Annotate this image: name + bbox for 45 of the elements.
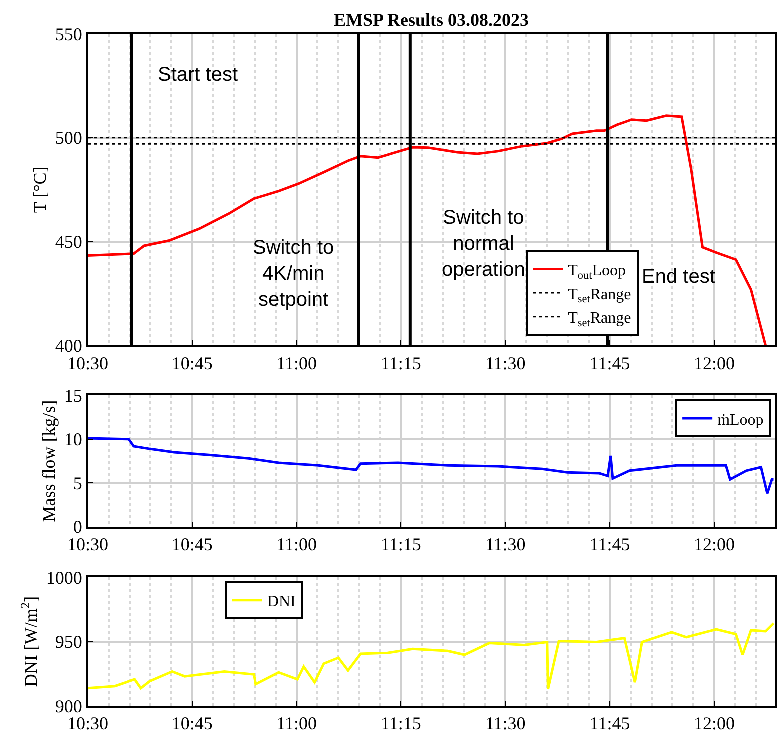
line-series [88,437,775,495]
y-tick-label: 15 [64,386,82,406]
y-tick-label: 5 [73,473,82,494]
legend-label: ṁLoop [718,412,764,429]
line-series [88,114,768,346]
x-tick-label: 11:15 [381,534,422,554]
ref-line-label: Start test [158,64,238,86]
y-tick-label: 950 [55,632,82,652]
x-tick-label: 11:45 [590,714,630,734]
x-tick-label: 11:00 [276,534,317,554]
y-tick-label: 400 [55,336,82,356]
y-tick-label: 900 [55,696,82,716]
x-tick-label: 10:45 [172,534,213,554]
y-axis-title: T [°C] [30,166,50,214]
x-tick-label: 12:00 [694,353,735,374]
ref-line-label: Switch to 4K/min setpoint [253,237,334,311]
y-axis-title: Mass flow [kg/s] [39,400,60,522]
y-tick-label: 450 [55,232,82,252]
x-tick-label: 11:30 [485,714,526,734]
x-tick-label: 10:45 [172,714,213,734]
x-tick-label: 12:00 [694,534,735,554]
chart-title: EMSP Results 03.08.2023 [334,10,530,30]
x-tick-label: 11:30 [485,534,526,554]
x-tick-label: 11:15 [381,714,422,734]
ref-line-label: Switch to normal operation [442,207,526,281]
legend-label: T$_{out}$Loop [568,262,626,282]
ref-line-label: End test [642,266,716,288]
x-tick-label: 11:15 [381,353,422,374]
y-tick-label: 1000 [46,568,82,588]
legend-label: T$_{set}$Range [568,286,632,306]
line-series [88,622,775,691]
legend-label: T$_{set}$Range [568,310,632,330]
x-tick-label: 11:00 [276,714,317,734]
x-tick-label: 12:00 [694,714,735,734]
x-tick-label: 11:00 [276,353,317,374]
y-tick-label: 550 [55,24,82,44]
x-tick-label: 11:45 [590,353,630,374]
x-tick-label: 10:45 [172,353,213,374]
x-tick-label: 10:30 [67,353,109,374]
x-tick-label: 10:30 [67,714,109,734]
y-tick-label: 500 [55,128,82,148]
legend-label: DNI [267,594,296,611]
x-tick-label: 11:30 [485,353,526,374]
x-tick-label: 11:45 [590,534,630,554]
y-tick-label: 10 [64,430,82,450]
